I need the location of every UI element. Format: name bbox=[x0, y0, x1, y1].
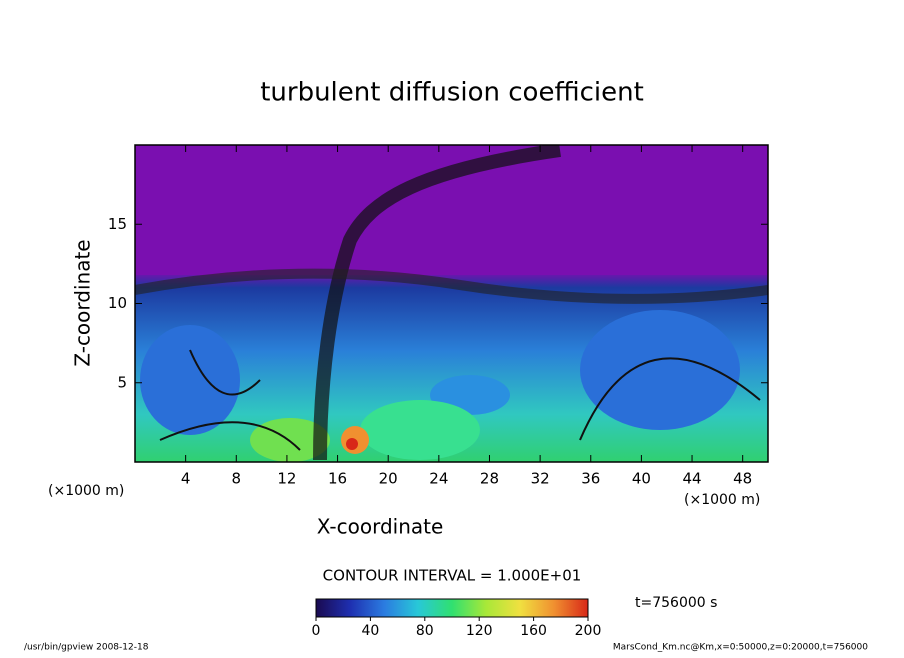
footer-left: /usr/bin/gpview 2008-12-18 bbox=[24, 643, 149, 653]
y-axis-label: Z-coordinate bbox=[71, 239, 95, 366]
x-tick-label: 24 bbox=[429, 470, 448, 488]
y-tick-label: 10 bbox=[108, 294, 127, 312]
x-tick-label: 4 bbox=[181, 470, 191, 488]
colorbar-tick-label: 0 bbox=[312, 623, 321, 639]
x-tick-label: 16 bbox=[328, 470, 347, 488]
x-tick-label: 48 bbox=[733, 470, 752, 488]
contour-interval: CONTOUR INTERVAL = 1.000E+01 bbox=[323, 567, 582, 585]
x-tick-label: 32 bbox=[531, 470, 550, 488]
x-tick-label: 28 bbox=[480, 470, 499, 488]
chart-title: turbulent diffusion coefficient bbox=[260, 78, 644, 108]
colorbar-tick-label: 40 bbox=[361, 623, 379, 639]
x-axis-label: X-coordinate bbox=[317, 515, 444, 539]
x-tick-label: 40 bbox=[632, 470, 651, 488]
footer-right: MarsCond_Km.nc@Km,x=0:50000,z=0:20000,t=… bbox=[613, 643, 868, 653]
colorbar-tick-label: 200 bbox=[575, 623, 602, 639]
colorbar-tick-label: 120 bbox=[466, 623, 493, 639]
y-unit: (×1000 m) bbox=[48, 483, 124, 499]
contour-field bbox=[135, 145, 768, 462]
x-unit: (×1000 m) bbox=[684, 492, 760, 508]
y-tick-label: 15 bbox=[108, 215, 127, 233]
x-tick-label: 20 bbox=[379, 470, 398, 488]
x-tick-label: 44 bbox=[682, 470, 701, 488]
colorbar bbox=[315, 598, 589, 618]
x-tick-label: 36 bbox=[581, 470, 600, 488]
time-label: t=756000 s bbox=[635, 595, 717, 611]
colorbar-tick-label: 80 bbox=[416, 623, 434, 639]
x-tick-label: 12 bbox=[277, 470, 296, 488]
colorbar-tick-label: 160 bbox=[520, 623, 547, 639]
x-tick-label: 8 bbox=[232, 470, 242, 488]
y-tick-label: 5 bbox=[117, 373, 127, 391]
